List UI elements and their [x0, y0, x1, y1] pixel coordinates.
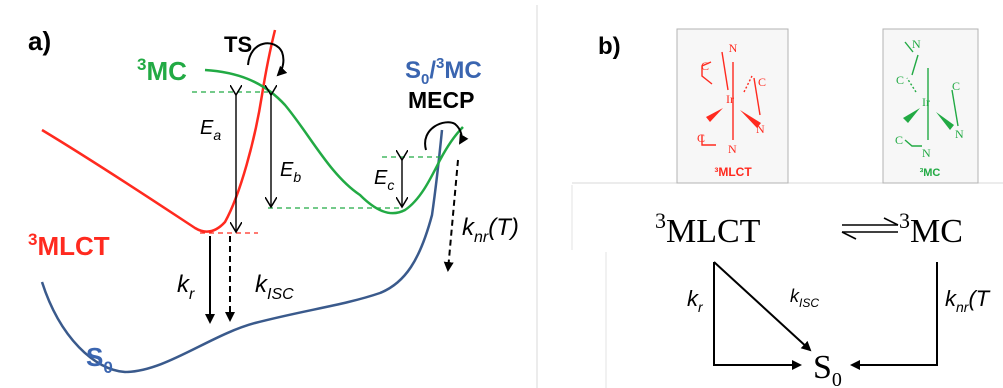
bond-ring-lower-left: [701, 135, 716, 146]
bond-upper-left: [911, 54, 919, 76]
knr-path: [850, 262, 938, 370]
s0-label: S0: [86, 342, 113, 377]
mlct-label: 3MLCT: [28, 230, 110, 261]
bond-ring-right: [753, 77, 761, 116]
bond-hash-left: [906, 77, 917, 93]
atom-n-top: N: [912, 37, 921, 51]
mlct-curve: [41, 29, 277, 233]
atom-n-bottom: N: [728, 142, 737, 156]
kr-path: [713, 262, 802, 370]
ts-crossing-arrow: [247, 42, 288, 77]
atom-c-bottom: C: [697, 131, 705, 145]
atom-c-left: C: [896, 73, 904, 87]
bond-wedge-right: [936, 112, 954, 130]
bond-hash-right: [743, 75, 753, 93]
knr-arrow: [443, 159, 459, 272]
ea-label: Ea: [200, 117, 221, 143]
bond-ring-lower-left: [904, 139, 922, 147]
kisc-path: [713, 261, 812, 352]
ts-label: TS: [224, 32, 252, 57]
panel-b: b) N C Ir C N C N ³MLCT: [571, 28, 1003, 388]
eq-forward-barb: [883, 217, 899, 226]
panel-b-label: b): [598, 33, 621, 60]
atom-ir: Ir: [922, 95, 930, 109]
scheme-kisc-label: kISC: [790, 286, 819, 310]
mc-label: 3MC: [137, 55, 187, 86]
equilibrium-arrows: [841, 217, 899, 240]
mecp-label: MECP: [408, 87, 474, 113]
bond-ring-upper-left: [701, 61, 713, 85]
s0-mc-label: S0/3MC: [405, 55, 482, 88]
s0-curve: [40, 129, 444, 374]
scheme-mlct: 3MLCT: [655, 208, 761, 250]
atom-n-top: N: [729, 41, 738, 55]
atom-n-bottom: N: [922, 146, 931, 160]
bond-ring-right: [951, 89, 959, 127]
scheme-s0: S0: [813, 349, 842, 388]
panel-a: a) TS 3MC 3MLCT S0 S0/3MC MEC: [28, 5, 538, 388]
kr-label: kr: [177, 271, 195, 303]
atom-c-right: C: [952, 79, 960, 93]
atom-ir: Ir: [726, 92, 734, 106]
bond-wedge-right: [740, 110, 761, 128]
atom-n-right: N: [756, 122, 765, 136]
mlct-structure: N C Ir C N C N ³MLCT: [676, 28, 789, 184]
mc-structure-caption: ³MC: [920, 167, 941, 179]
panel-a-label: a): [28, 26, 51, 56]
bond-wedge-left: [903, 108, 920, 123]
eb-label: Eb: [280, 159, 301, 185]
mc-structure-frame: [882, 28, 979, 184]
atom-c-right: C: [758, 75, 766, 89]
atom-n-right: N: [955, 127, 964, 141]
kisc-label: kISC: [255, 271, 294, 303]
scheme-knr-label: knr(T: [945, 286, 991, 315]
atom-c-bottom: C: [895, 133, 903, 147]
mc-structure: N C Ir C N C N ³MC: [882, 28, 979, 184]
ec-label: Ec: [374, 167, 394, 193]
bond-upper-left: [721, 51, 729, 91]
atom-c-left: C: [701, 59, 709, 73]
scheme-mc: 3MC: [899, 208, 963, 250]
bond-wedge-left: [706, 108, 723, 122]
mecp-crossing-arrow: [424, 121, 469, 151]
knr-label: knr(T): [462, 214, 519, 246]
scheme-kr-label: kr: [687, 286, 704, 315]
mlct-structure-caption: ³MLCT: [714, 165, 752, 179]
eq-reverse-barb: [841, 231, 857, 240]
bond-n-top: [904, 41, 914, 53]
